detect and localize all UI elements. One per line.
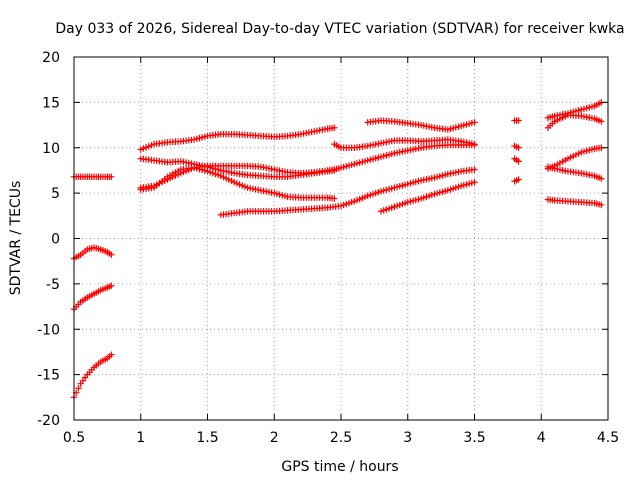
- data-point: [108, 282, 115, 289]
- y-tick-label: -5: [46, 277, 60, 293]
- x-tick-label: 0.5: [63, 430, 85, 446]
- series-arc-l: [364, 117, 478, 133]
- x-tick-label: 2: [270, 430, 279, 446]
- x-tick-label: 3: [403, 430, 412, 446]
- y-tick-label: -10: [37, 322, 60, 338]
- axis-ticks: 0.5 1 1.5 2 2.5 3 3.5 4 4.5 -20 -15 -10 -5 0 5 10 15 20: [37, 50, 619, 446]
- data-point: [471, 119, 478, 126]
- x-tick-label: 2.5: [330, 430, 352, 446]
- series-arc-v: [544, 196, 605, 209]
- chart-title: Day 033 of 2026, Sidereal Day-to-day VTE…: [55, 21, 624, 37]
- data-point: [471, 141, 478, 149]
- series-arc-h: [137, 164, 338, 202]
- data-point: [515, 176, 522, 183]
- series-arc-b: [70, 244, 115, 262]
- series-arc-j: [331, 136, 478, 151]
- data-point: [471, 166, 478, 173]
- series-arc-i: [217, 166, 478, 219]
- data-point: [598, 201, 605, 209]
- series-arc-d: [70, 351, 115, 401]
- series-arc-t: [544, 144, 605, 172]
- data-point: [331, 195, 338, 202]
- series-arc-u: [544, 163, 605, 182]
- data-marks: [70, 99, 605, 401]
- x-tick-label: 4.5: [597, 430, 619, 446]
- series-arc-p: [511, 155, 522, 165]
- x-tick-label: 3.5: [463, 430, 485, 446]
- x-tick-label: 4: [537, 430, 546, 446]
- y-tick-label: 15: [42, 95, 60, 111]
- series-arc-a: [70, 173, 115, 180]
- data-point: [598, 175, 605, 182]
- data-point: [108, 351, 115, 358]
- data-point: [598, 118, 605, 125]
- data-point: [75, 385, 82, 392]
- x-axis-label: GPS time / hours: [281, 459, 398, 475]
- data-point: [515, 144, 522, 151]
- y-tick-label: -15: [37, 368, 60, 384]
- y-tick-label: -20: [37, 413, 60, 429]
- y-tick-label: 10: [42, 141, 60, 157]
- y-tick-label: 0: [51, 232, 60, 248]
- series-arc-n: [511, 117, 522, 124]
- series-arc-s: [544, 111, 605, 131]
- data-point: [108, 173, 115, 180]
- series-arc-o: [511, 142, 522, 151]
- series-arc-e: [137, 124, 338, 153]
- y-axis-label: SDTVAR / TECUs: [8, 181, 24, 296]
- x-tick-label: 1: [136, 430, 145, 446]
- data-point: [108, 251, 115, 259]
- data-point: [331, 124, 338, 131]
- series-arc-m: [377, 179, 478, 215]
- data-point: [515, 158, 522, 165]
- data-point: [471, 179, 478, 186]
- grid-lines: [74, 57, 608, 420]
- series-arc-q: [511, 176, 522, 185]
- data-point: [515, 117, 522, 124]
- x-tick-label: 1.5: [196, 430, 218, 446]
- y-tick-label: 5: [51, 186, 60, 202]
- series-arc-k: [331, 141, 478, 173]
- y-tick-label: 20: [42, 50, 60, 66]
- series-arc-c: [70, 282, 115, 313]
